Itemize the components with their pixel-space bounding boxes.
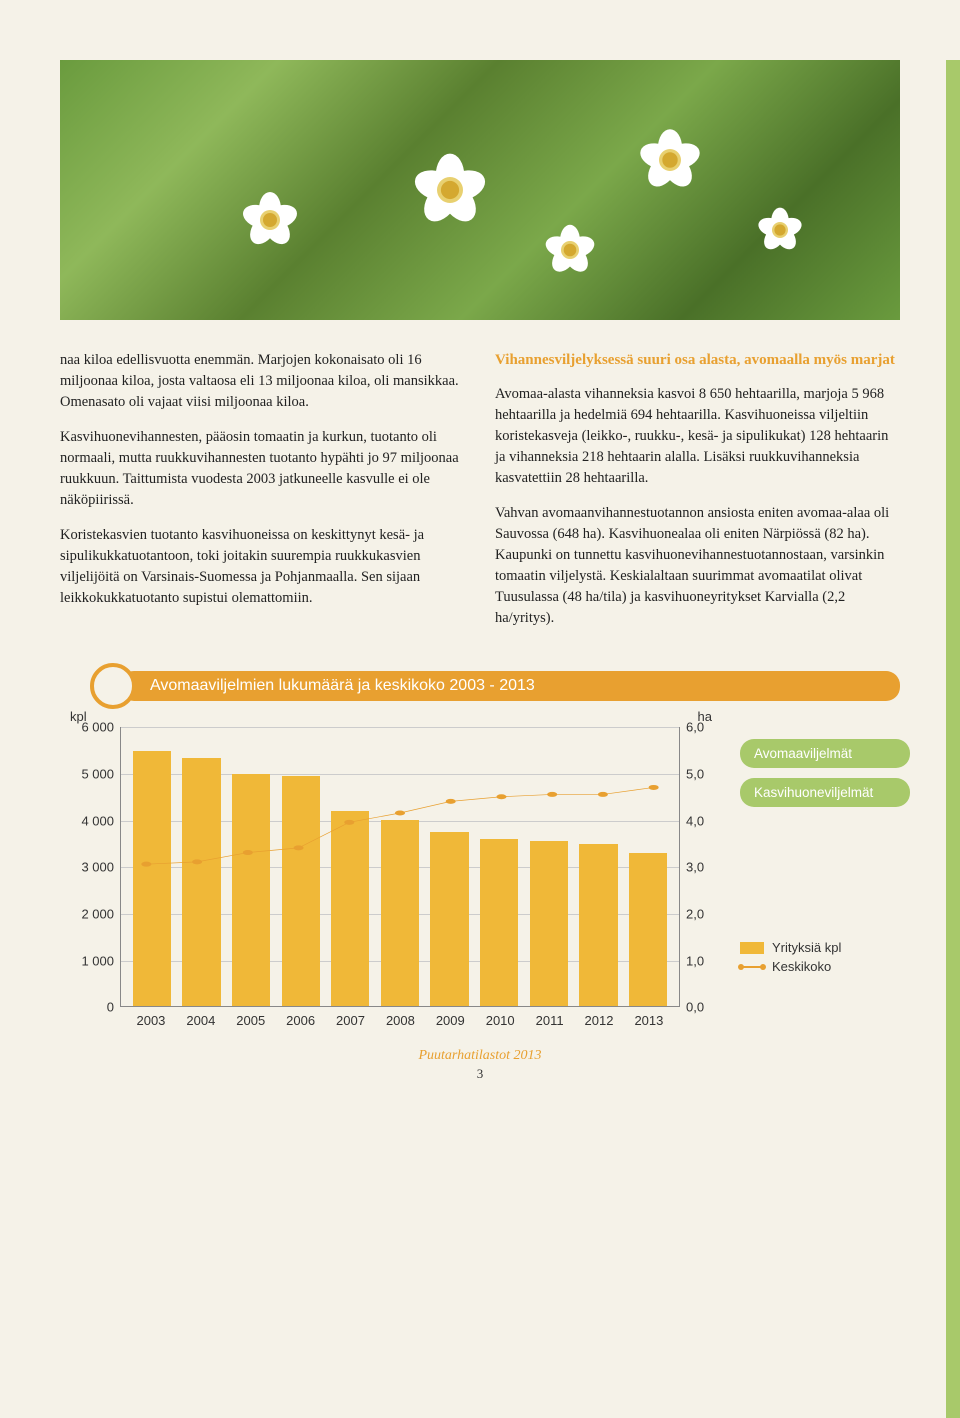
y-tick-left: 1 000	[81, 953, 114, 968]
chart-title-circle-icon	[90, 663, 136, 709]
chart-section: Avomaaviljelmien lukumäärä ja keskikoko …	[60, 663, 900, 1028]
x-tick-label: 2007	[336, 1013, 365, 1028]
column-left: naa kiloa edellisvuotta enemmän. Marjoje…	[60, 350, 465, 643]
plot-area	[120, 727, 680, 1007]
side-stripe	[946, 60, 960, 1418]
text-columns: naa kiloa edellisvuotta enemmän. Marjoje…	[0, 320, 960, 643]
y-axis-right: ha 6,05,04,03,02,01,00,0	[680, 727, 720, 1007]
y-tick-left: 3 000	[81, 860, 114, 875]
x-tick-label: 2012	[585, 1013, 614, 1028]
chart-badges: Avomaaviljelmät Kasvihuoneviljelmät	[740, 739, 910, 817]
bar	[430, 832, 468, 1006]
x-tick-label: 2013	[634, 1013, 663, 1028]
bar	[331, 811, 369, 1006]
y-tick-left: 6 000	[81, 720, 114, 735]
legend-line-label: Keskikoko	[772, 959, 831, 974]
badge-avomaa: Avomaaviljelmät	[740, 739, 910, 768]
legend-bar-swatch	[740, 942, 764, 954]
x-tick-label: 2006	[286, 1013, 315, 1028]
hero-image	[60, 60, 900, 320]
x-tick-label: 2011	[536, 1013, 564, 1028]
chart-container: kpl 6 0005 0004 0003 0002 0001 0000 ha 6…	[60, 727, 900, 1028]
y-tick-right: 4,0	[686, 813, 704, 828]
bar	[480, 839, 518, 1006]
y-tick-right: 3,0	[686, 860, 704, 875]
legend-bar-label: Yrityksiä kpl	[772, 940, 841, 955]
y-axis-left: kpl 6 0005 0004 0003 0002 0001 0000	[60, 727, 120, 1007]
y-tick-right: 5,0	[686, 767, 704, 782]
legend-line-swatch	[740, 966, 764, 968]
bar	[232, 774, 270, 1007]
bar	[133, 751, 171, 1007]
x-tick-label: 2010	[486, 1013, 515, 1028]
bar	[579, 844, 617, 1007]
x-tick-label: 2009	[436, 1013, 465, 1028]
y-tick-left: 4 000	[81, 813, 114, 828]
y-tick-left: 2 000	[81, 907, 114, 922]
chart-title: Avomaaviljelmien lukumäärä ja keskikoko …	[60, 663, 900, 707]
para: Kasvihuonevihannesten, pääosin tomaatin …	[60, 427, 465, 511]
y-tick-right: 0,0	[686, 1000, 704, 1015]
y-tick-right: 1,0	[686, 953, 704, 968]
x-tick-label: 2005	[236, 1013, 265, 1028]
bar	[629, 853, 667, 1006]
bar	[381, 820, 419, 1006]
y-tick-left: 5 000	[81, 767, 114, 782]
para: Avomaa-alasta vihanneksia kasvoi 8 650 h…	[495, 384, 900, 489]
bar	[182, 758, 220, 1007]
y-tick-left: 0	[107, 1000, 114, 1015]
para: Vahvan avomaanvihannestuotannon ansiosta…	[495, 503, 900, 629]
para: naa kiloa edellisvuotta enemmän. Marjoje…	[60, 350, 465, 413]
y-tick-right: 6,0	[686, 720, 704, 735]
page-footer: Puutarhatilastot 2013 3	[0, 1028, 960, 1102]
badge-kasvihuone: Kasvihuoneviljelmät	[740, 778, 910, 807]
x-tick-label: 2004	[186, 1013, 215, 1028]
footer-page-number: 3	[0, 1066, 960, 1082]
bars	[121, 727, 679, 1006]
para: Koristekasvien tuotanto kasvihuoneissa o…	[60, 525, 465, 609]
x-tick-label: 2003	[136, 1013, 165, 1028]
y-tick-right: 2,0	[686, 907, 704, 922]
footer-title: Puutarhatilastot 2013	[0, 1048, 960, 1064]
chart-title-text: Avomaaviljelmien lukumäärä ja keskikoko …	[150, 677, 535, 695]
page: naa kiloa edellisvuotta enemmän. Marjoje…	[0, 60, 960, 1418]
chart-legend: Yrityksiä kpl Keskikoko	[740, 940, 910, 978]
bar	[282, 776, 320, 1006]
section-heading: Vihannesviljelyksessä suuri osa alasta, …	[495, 350, 900, 370]
column-right: Vihannesviljelyksessä suuri osa alasta, …	[495, 350, 900, 643]
x-axis-labels: 2003 2004 2005 2006 2007 2008 2009 2010 2011 2012…	[120, 1007, 680, 1028]
bar	[530, 841, 568, 1006]
x-tick-label: 2008	[386, 1013, 415, 1028]
